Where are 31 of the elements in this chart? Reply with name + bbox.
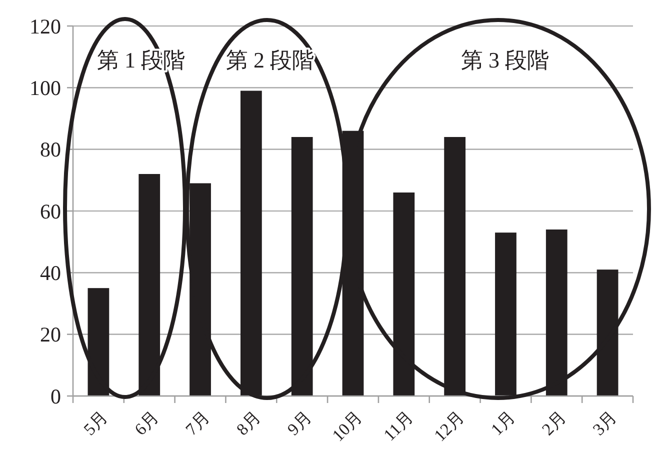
- x-tick-label: 2月: [538, 408, 570, 440]
- bar: [444, 137, 466, 396]
- x-tick-label: 5月: [80, 408, 112, 440]
- x-tick-label: 9月: [284, 408, 316, 440]
- y-tick-label: 20: [40, 322, 61, 347]
- y-tick-label: 40: [40, 261, 61, 286]
- annotation: 第 2 段階: [226, 48, 314, 73]
- x-tick-label: 10月: [328, 408, 366, 446]
- bar: [291, 137, 313, 396]
- x-tick-label: 11月: [380, 408, 417, 445]
- bar: [138, 174, 160, 396]
- x-tick-label: 3月: [589, 408, 621, 440]
- x-tick-label: 6月: [130, 408, 162, 440]
- bar: [495, 232, 516, 396]
- x-tick-label: 12月: [430, 408, 468, 446]
- bar: [596, 270, 618, 396]
- bar: [240, 90, 262, 396]
- bar: [546, 230, 568, 396]
- y-tick-label: 80: [40, 138, 61, 162]
- annotation: 第 1 段階: [97, 48, 185, 73]
- x-tick-label: 1月: [487, 408, 519, 440]
- y-tick-label: 60: [40, 199, 61, 224]
- x-tick-label: 7月: [182, 408, 214, 440]
- bar: [88, 288, 110, 396]
- annotation: 第 3 段階: [461, 48, 549, 73]
- bar: [190, 183, 211, 396]
- y-tick-label: 0: [50, 384, 61, 408]
- x-tick-label: 8月: [232, 408, 264, 440]
- bar: [393, 192, 415, 396]
- y-tick-label: 100: [30, 76, 61, 100]
- y-tick-label: 120: [30, 14, 61, 38]
